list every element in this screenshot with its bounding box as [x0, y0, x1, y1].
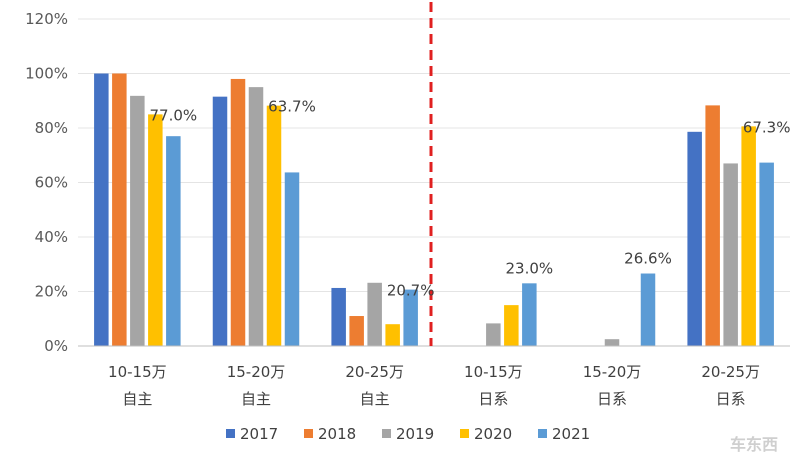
data-label: 23.0%	[506, 259, 554, 277]
y-tick-label: 60%	[35, 174, 68, 192]
x-axis-category-labels: 10-15万自主15-20万自主20-25万自主10-15万日系15-20万日系…	[108, 363, 760, 408]
legend-swatch-2021	[538, 429, 547, 438]
bar-2020-cat6	[741, 126, 756, 347]
category-label-range: 20-25万	[701, 363, 760, 381]
bar-2019-cat1	[130, 95, 145, 346]
data-labels: 77.0% 63.7% 20.7% 23.0% 26.6% 67.3%	[150, 98, 791, 300]
bar-2019-cat2	[248, 87, 264, 346]
watermark-logo-text: 车东西	[730, 435, 778, 454]
bar-2018-cat2	[230, 78, 246, 346]
legend-swatch-2020	[460, 429, 469, 438]
bar-2019-cat5	[604, 339, 620, 346]
bar-2017-cat1	[94, 73, 109, 346]
y-axis-tick-labels: 0% 20% 40% 60% 80% 100% 120%	[25, 10, 68, 355]
bar-2018-cat6	[705, 105, 720, 346]
legend-swatch-2018	[304, 429, 313, 438]
category-label-range: 10-15万	[464, 363, 523, 381]
y-tick-label: 100%	[25, 65, 68, 83]
category-label-brand: 日系	[478, 390, 508, 408]
category-label-range: 15-20万	[583, 363, 642, 381]
category-label-brand: 日系	[597, 390, 627, 408]
legend-swatch-2019	[382, 429, 391, 438]
bar-2017-cat3	[331, 287, 346, 346]
y-axis-gridlines	[78, 18, 790, 292]
bar-2020-cat2	[266, 105, 282, 346]
category-label-range: 15-20万	[227, 363, 286, 381]
legend-label-2019: 2019	[396, 425, 434, 443]
data-label: 67.3%	[743, 118, 791, 136]
bar-2019-cat4	[486, 323, 501, 346]
bar-2020-cat1	[148, 114, 163, 346]
category-label-brand: 自主	[241, 390, 271, 408]
bar-2021-cat5	[640, 273, 656, 346]
bar-2019-cat6	[723, 163, 738, 346]
y-tick-label: 120%	[25, 10, 68, 28]
bar-2021-cat1	[166, 136, 181, 346]
category-label-range: 20-25万	[345, 363, 404, 381]
chart-bars	[94, 73, 774, 347]
bar-2017-cat6	[687, 131, 702, 346]
category-label-range: 10-15万	[108, 363, 167, 381]
y-tick-label: 20%	[35, 283, 68, 301]
bar-2021-cat2	[284, 172, 300, 346]
bar-2018-cat3	[349, 316, 364, 346]
bar-2020-cat3	[385, 324, 400, 346]
category-label-brand: 日系	[716, 390, 746, 408]
legend-label-2018: 2018	[318, 425, 356, 443]
legend-swatch-2017	[226, 429, 235, 438]
legend-label-2020: 2020	[474, 425, 512, 443]
legend-label-2021: 2021	[552, 425, 590, 443]
y-tick-label: 40%	[35, 228, 68, 246]
category-label-brand: 自主	[122, 390, 152, 408]
bar-2021-cat4	[522, 283, 537, 346]
bar-2017-cat2	[212, 96, 228, 346]
category-label-brand: 自主	[360, 390, 390, 408]
bar-2019-cat3	[367, 282, 382, 346]
data-label: 77.0%	[150, 106, 198, 124]
bar-2018-cat1	[112, 73, 127, 346]
data-label: 26.6%	[624, 250, 672, 268]
y-tick-label: 80%	[35, 119, 68, 137]
y-tick-label: 0%	[44, 337, 68, 355]
chart-legend: 2017 2018 2019 2020 2021	[226, 425, 590, 443]
data-label: 63.7%	[268, 98, 316, 116]
legend-label-2017: 2017	[240, 425, 278, 443]
bar-2021-cat6	[759, 162, 774, 346]
data-label: 20.7%	[387, 282, 435, 300]
bar-2020-cat4	[504, 305, 519, 346]
bar-2021-cat3	[403, 289, 418, 346]
